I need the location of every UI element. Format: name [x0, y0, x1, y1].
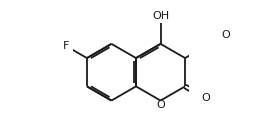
Text: O: O: [201, 93, 210, 103]
Text: F: F: [63, 41, 70, 51]
Text: OH: OH: [152, 11, 169, 21]
Text: O: O: [156, 100, 165, 110]
Text: O: O: [221, 30, 230, 40]
